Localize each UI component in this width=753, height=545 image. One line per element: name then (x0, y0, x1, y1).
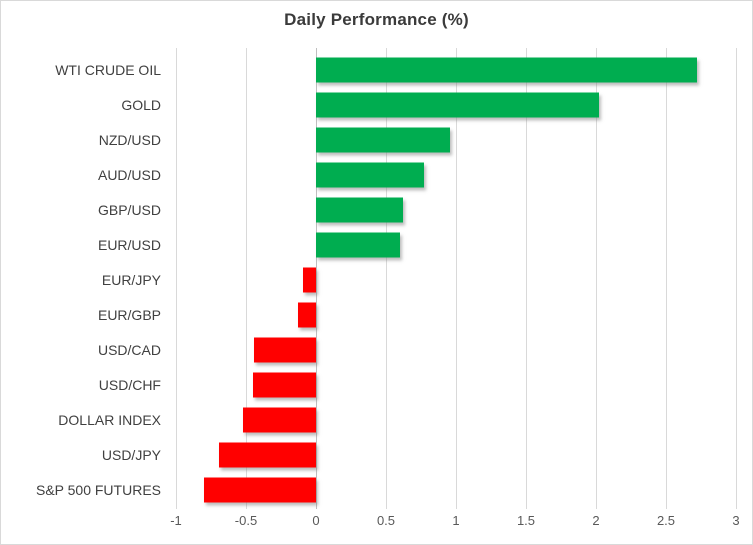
category-label-nzd-usd: NZD/USD (98, 131, 161, 148)
bar-aud-usd (316, 162, 424, 187)
bar-row: S&P 500 FUTURES (1, 472, 753, 507)
category-label-gold: GOLD (121, 96, 161, 113)
bar-usd-chf (253, 372, 316, 397)
gridline (176, 48, 177, 509)
bar-row: NZD/USD (1, 122, 753, 157)
bar-row: USD/CAD (1, 332, 753, 367)
x-axis-tick-label: 0.5 (376, 513, 396, 528)
bar-gold (316, 92, 599, 117)
gridline (666, 48, 667, 509)
x-axis-tick-label: 1.5 (516, 513, 536, 528)
gridline (596, 48, 597, 509)
category-label-eur-gbp: EUR/GBP (97, 306, 161, 323)
bar-row: GOLD (1, 87, 753, 122)
bar-row: EUR/GBP (1, 297, 753, 332)
bar-gbp-usd (316, 197, 403, 222)
bar-row: WTI CRUDE OIL (1, 52, 753, 87)
x-axis-tick-label: 1 (452, 513, 460, 528)
zero-gridline (316, 48, 317, 509)
category-label-usd-cad: USD/CAD (97, 341, 161, 358)
gridline (246, 48, 247, 509)
category-label-wti-crude-oil: WTI CRUDE OIL (55, 61, 161, 78)
bar-row: GBP/USD (1, 192, 753, 227)
x-axis: -1 -0.5 0 0.5 1 1.5 2 2.5 3 (1, 513, 753, 535)
bar-row: EUR/USD (1, 227, 753, 262)
bar-s-p-500-futures (204, 477, 316, 502)
x-axis-tick-label: 2 (592, 513, 600, 528)
x-axis-tick-label: -1 (170, 513, 182, 528)
bar-row: EUR/JPY (1, 262, 753, 297)
category-label-usd-jpy: USD/JPY (101, 446, 161, 463)
category-label-aud-usd: AUD/USD (97, 166, 161, 183)
x-axis-tick-label: 0 (312, 513, 320, 528)
bar-usd-jpy (219, 442, 316, 467)
category-label-usd-chf: USD/CHF (98, 376, 161, 393)
category-label-eur-usd: EUR/USD (97, 236, 161, 253)
gridline (736, 48, 737, 509)
chart-title: Daily Performance (%) (284, 10, 469, 29)
bar-row: AUD/USD (1, 157, 753, 192)
gridline (456, 48, 457, 509)
bar-row: USD/JPY (1, 437, 753, 472)
gridline (526, 48, 527, 509)
x-axis-tick-label: 3 (732, 513, 740, 528)
bar-rows: WTI CRUDE OIL GOLD NZD/USD AUD/USD GBP/USD EU… (1, 52, 753, 507)
bar-eur-jpy (303, 267, 316, 292)
bar-dollar-index (243, 407, 316, 432)
bar-nzd-usd (316, 127, 451, 152)
bar-row: USD/CHF (1, 367, 753, 402)
category-label-s-p-500-futures: S&P 500 FUTURES (35, 481, 161, 498)
x-axis-tick-label: -0.5 (234, 513, 258, 528)
bar-usd-cad (254, 337, 316, 362)
bar-row: DOLLAR INDEX (1, 402, 753, 437)
bar-eur-usd (316, 232, 400, 257)
bar-wti-crude-oil (316, 57, 697, 82)
category-label-gbp-usd: GBP/USD (97, 201, 161, 218)
gridlines (176, 48, 737, 509)
bar-eur-gbp (297, 302, 316, 327)
x-axis-tick-label: 2.5 (656, 513, 676, 528)
category-label-eur-jpy: EUR/JPY (101, 271, 161, 288)
gridline (386, 48, 387, 509)
category-label-dollar-index: DOLLAR INDEX (58, 411, 161, 428)
